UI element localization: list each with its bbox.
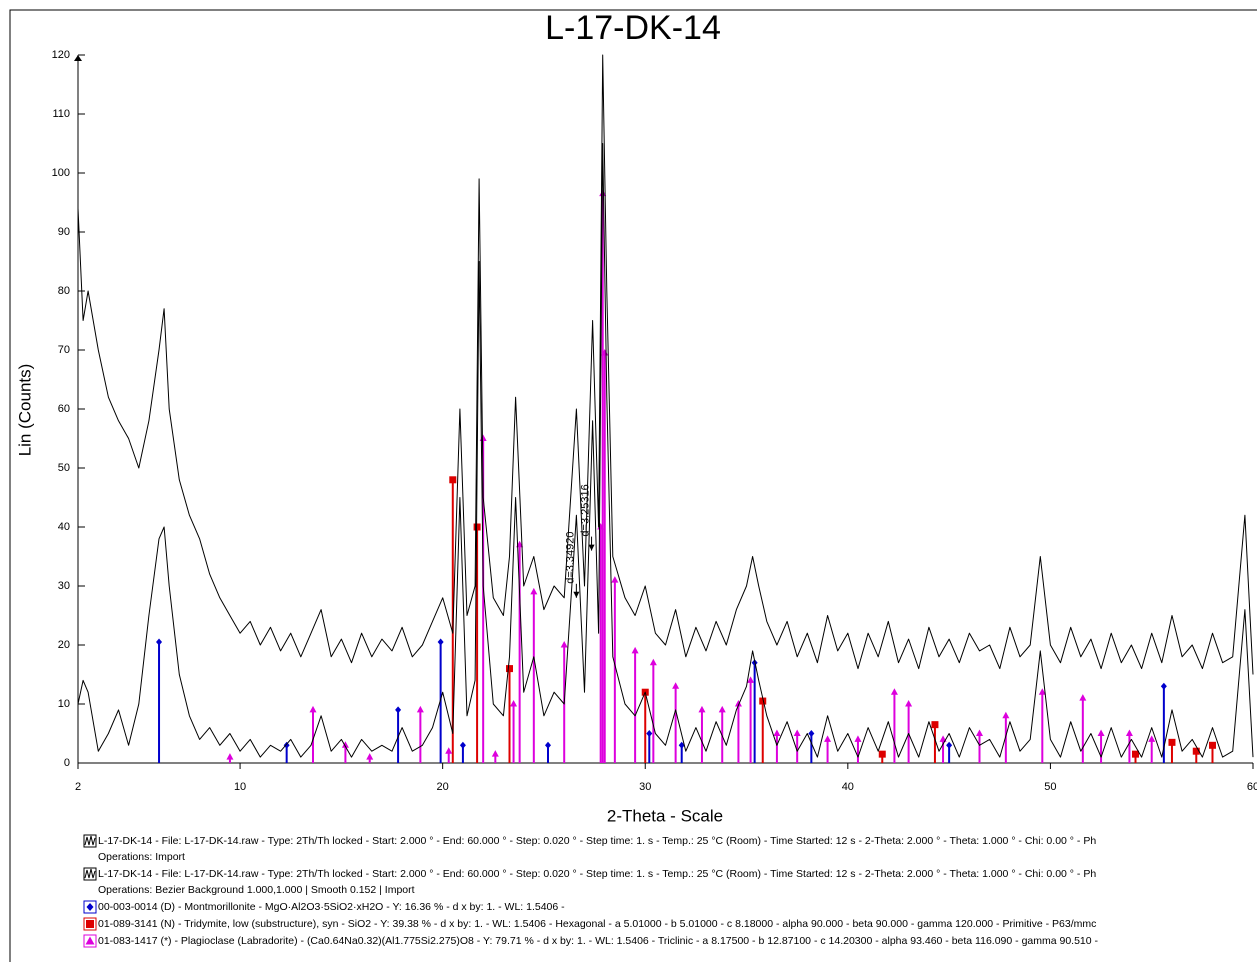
legend-icon-glyph [84, 835, 96, 846]
y-tick-label: 70 [58, 344, 70, 356]
phase-marker [672, 682, 680, 689]
axis-arrow [74, 55, 82, 61]
phase-marker [824, 735, 832, 742]
phase-marker [946, 741, 953, 749]
phase-marker [156, 638, 163, 646]
phase-marker [759, 697, 767, 705]
phase-marker [510, 700, 518, 707]
phase-marker [530, 587, 538, 595]
x-tick-label: 10 [234, 781, 246, 793]
phase-marker [341, 741, 349, 748]
legend-operations: Operations: Bezier Background 1.000,1.00… [98, 884, 415, 896]
phase-marker [747, 676, 755, 683]
phase-marker [793, 729, 801, 736]
phase-marker [1148, 735, 1156, 742]
legend-icon-glyph [85, 936, 95, 945]
annotation-arrowhead [573, 591, 580, 598]
phase-marker [395, 706, 402, 714]
x-tick-label: 50 [1044, 781, 1056, 793]
x-tick-label: 60 [1247, 781, 1257, 793]
pattern-line [77, 54, 1254, 675]
x-tick-label: 40 [842, 781, 854, 793]
y-tick-label: 0 [64, 757, 70, 769]
phase-marker [449, 476, 457, 484]
legend-label: 01-089-3141 (N) - Tridymite, low (substr… [98, 918, 1096, 930]
phase-marker [631, 646, 639, 654]
x-axis-label: 2-Theta - Scale [607, 806, 723, 825]
phase-marker [445, 747, 453, 754]
phase-marker [437, 638, 444, 646]
phase-marker [1132, 750, 1139, 758]
phase-marker [678, 741, 685, 749]
phase-marker [1168, 738, 1176, 746]
legend-label: 01-083-1417 (*) - Plagioclase (Labradori… [98, 935, 1099, 947]
phase-marker [459, 741, 466, 749]
phase-marker [309, 705, 317, 713]
phase-marker [931, 721, 939, 729]
legend-label: L-17-DK-14 - File: L-17-DK-14.raw - Type… [98, 868, 1096, 880]
phase-marker [226, 753, 234, 760]
frame [9, 9, 1257, 962]
y-tick-label: 120 [52, 49, 70, 61]
legend-icon-glyph [84, 868, 96, 879]
phase-marker [773, 729, 781, 736]
phase-marker [506, 665, 514, 673]
phase-marker [878, 750, 886, 758]
annotation-label: d=3.25316 [579, 484, 591, 536]
phase-marker [939, 735, 947, 742]
y-tick-label: 20 [58, 639, 70, 651]
phase-marker [734, 700, 742, 707]
phase-marker [1002, 711, 1010, 719]
phase-marker [890, 688, 898, 695]
legend-icon-glyph [86, 903, 94, 911]
phase-marker [905, 700, 913, 707]
x-tick-label: 20 [437, 781, 449, 793]
phase-marker [649, 658, 657, 666]
y-tick-label: 40 [58, 521, 70, 533]
phase-marker [611, 576, 619, 583]
legend-label: 00-003-0014 (D) - Montmorillonite - MgO·… [98, 901, 565, 913]
phase-marker [646, 730, 653, 737]
y-axis-label: Lin (Counts) [15, 364, 34, 457]
phase-marker [976, 729, 984, 736]
y-tick-label: 110 [52, 108, 70, 120]
phase-marker [718, 705, 726, 713]
y-tick-label: 50 [58, 462, 70, 474]
phase-marker [416, 705, 424, 713]
legend-label: L-17-DK-14 - File: L-17-DK-14.raw - Type… [98, 835, 1096, 847]
phase-marker [1208, 741, 1216, 749]
annotation-label: d=3.34920 [564, 531, 576, 583]
y-tick-label: 80 [58, 285, 70, 297]
phase-marker [560, 641, 568, 648]
phase-marker [366, 753, 374, 760]
phase-marker [1079, 694, 1087, 701]
y-tick-label: 90 [58, 226, 70, 238]
y-tick-label: 30 [58, 580, 70, 592]
y-tick-label: 60 [58, 403, 70, 415]
phase-marker [479, 434, 487, 441]
phase-marker [698, 705, 706, 713]
pattern-line [77, 143, 1254, 758]
phase-marker [473, 523, 481, 531]
annotation-arrowhead [588, 544, 595, 551]
y-tick-label: 100 [52, 167, 70, 179]
chart-title: L-17-DK-14 [545, 9, 721, 47]
phase-marker [545, 741, 551, 749]
phase-marker [1097, 729, 1105, 736]
legend-operations: Operations: Import [98, 851, 185, 863]
x-tick-label: 2 [75, 781, 81, 793]
phase-marker [1125, 729, 1133, 736]
phase-marker [808, 730, 815, 737]
y-tick-label: 10 [58, 698, 70, 710]
phase-marker [1160, 682, 1167, 690]
phase-marker [854, 735, 862, 742]
phase-marker [491, 750, 499, 757]
phase-marker [1038, 688, 1046, 695]
phase-marker [283, 741, 290, 749]
x-tick-label: 30 [639, 781, 651, 793]
legend-icon-glyph [86, 920, 94, 928]
